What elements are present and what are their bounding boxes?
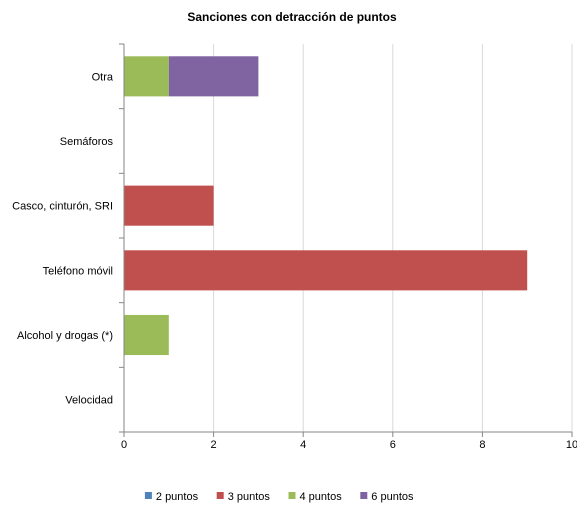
category-label: Alcohol y drogas (*) [17,330,113,342]
x-tick-label: 4 [300,439,306,451]
legend-swatch [216,492,224,499]
category-label: Teléfono móvil [43,265,113,277]
category-labels: Velocidad Alcohol y drogas (*) Teléfono mó… [12,71,114,406]
x-tick-label: 10 [566,439,577,451]
chart-title: Sanciones con detracción de puntos [187,10,397,24]
axes [119,43,573,437]
legend: 2 puntos 3 puntos 4 puntos 6 puntos [144,491,414,503]
x-tick-label: 0 [121,439,127,451]
x-tick-label: 6 [390,439,396,451]
grid-lines [213,44,573,432]
legend-label: 3 puntos [228,491,271,503]
category-label: Semáforos [60,136,114,148]
category-label: Casco, cinturón, SRI [12,201,113,213]
bars [124,56,528,356]
bar-segment [124,56,169,97]
x-tick-labels: 0 2 4 6 8 10 [121,439,577,451]
legend-label: 2 puntos [156,491,199,503]
legend-swatch [360,492,368,499]
category-label: Velocidad [65,395,113,407]
legend-swatch [144,492,152,499]
legend-label: 6 puntos [371,491,414,503]
x-tick-label: 2 [211,439,217,451]
category-label: Otra [92,71,114,83]
bar-segment [168,56,259,97]
bar-segment [124,314,169,356]
legend-label: 4 puntos [300,491,343,503]
bar-segment [124,185,214,226]
x-tick-label: 8 [479,439,485,451]
legend-swatch [288,492,296,499]
bar-segment [124,250,528,291]
